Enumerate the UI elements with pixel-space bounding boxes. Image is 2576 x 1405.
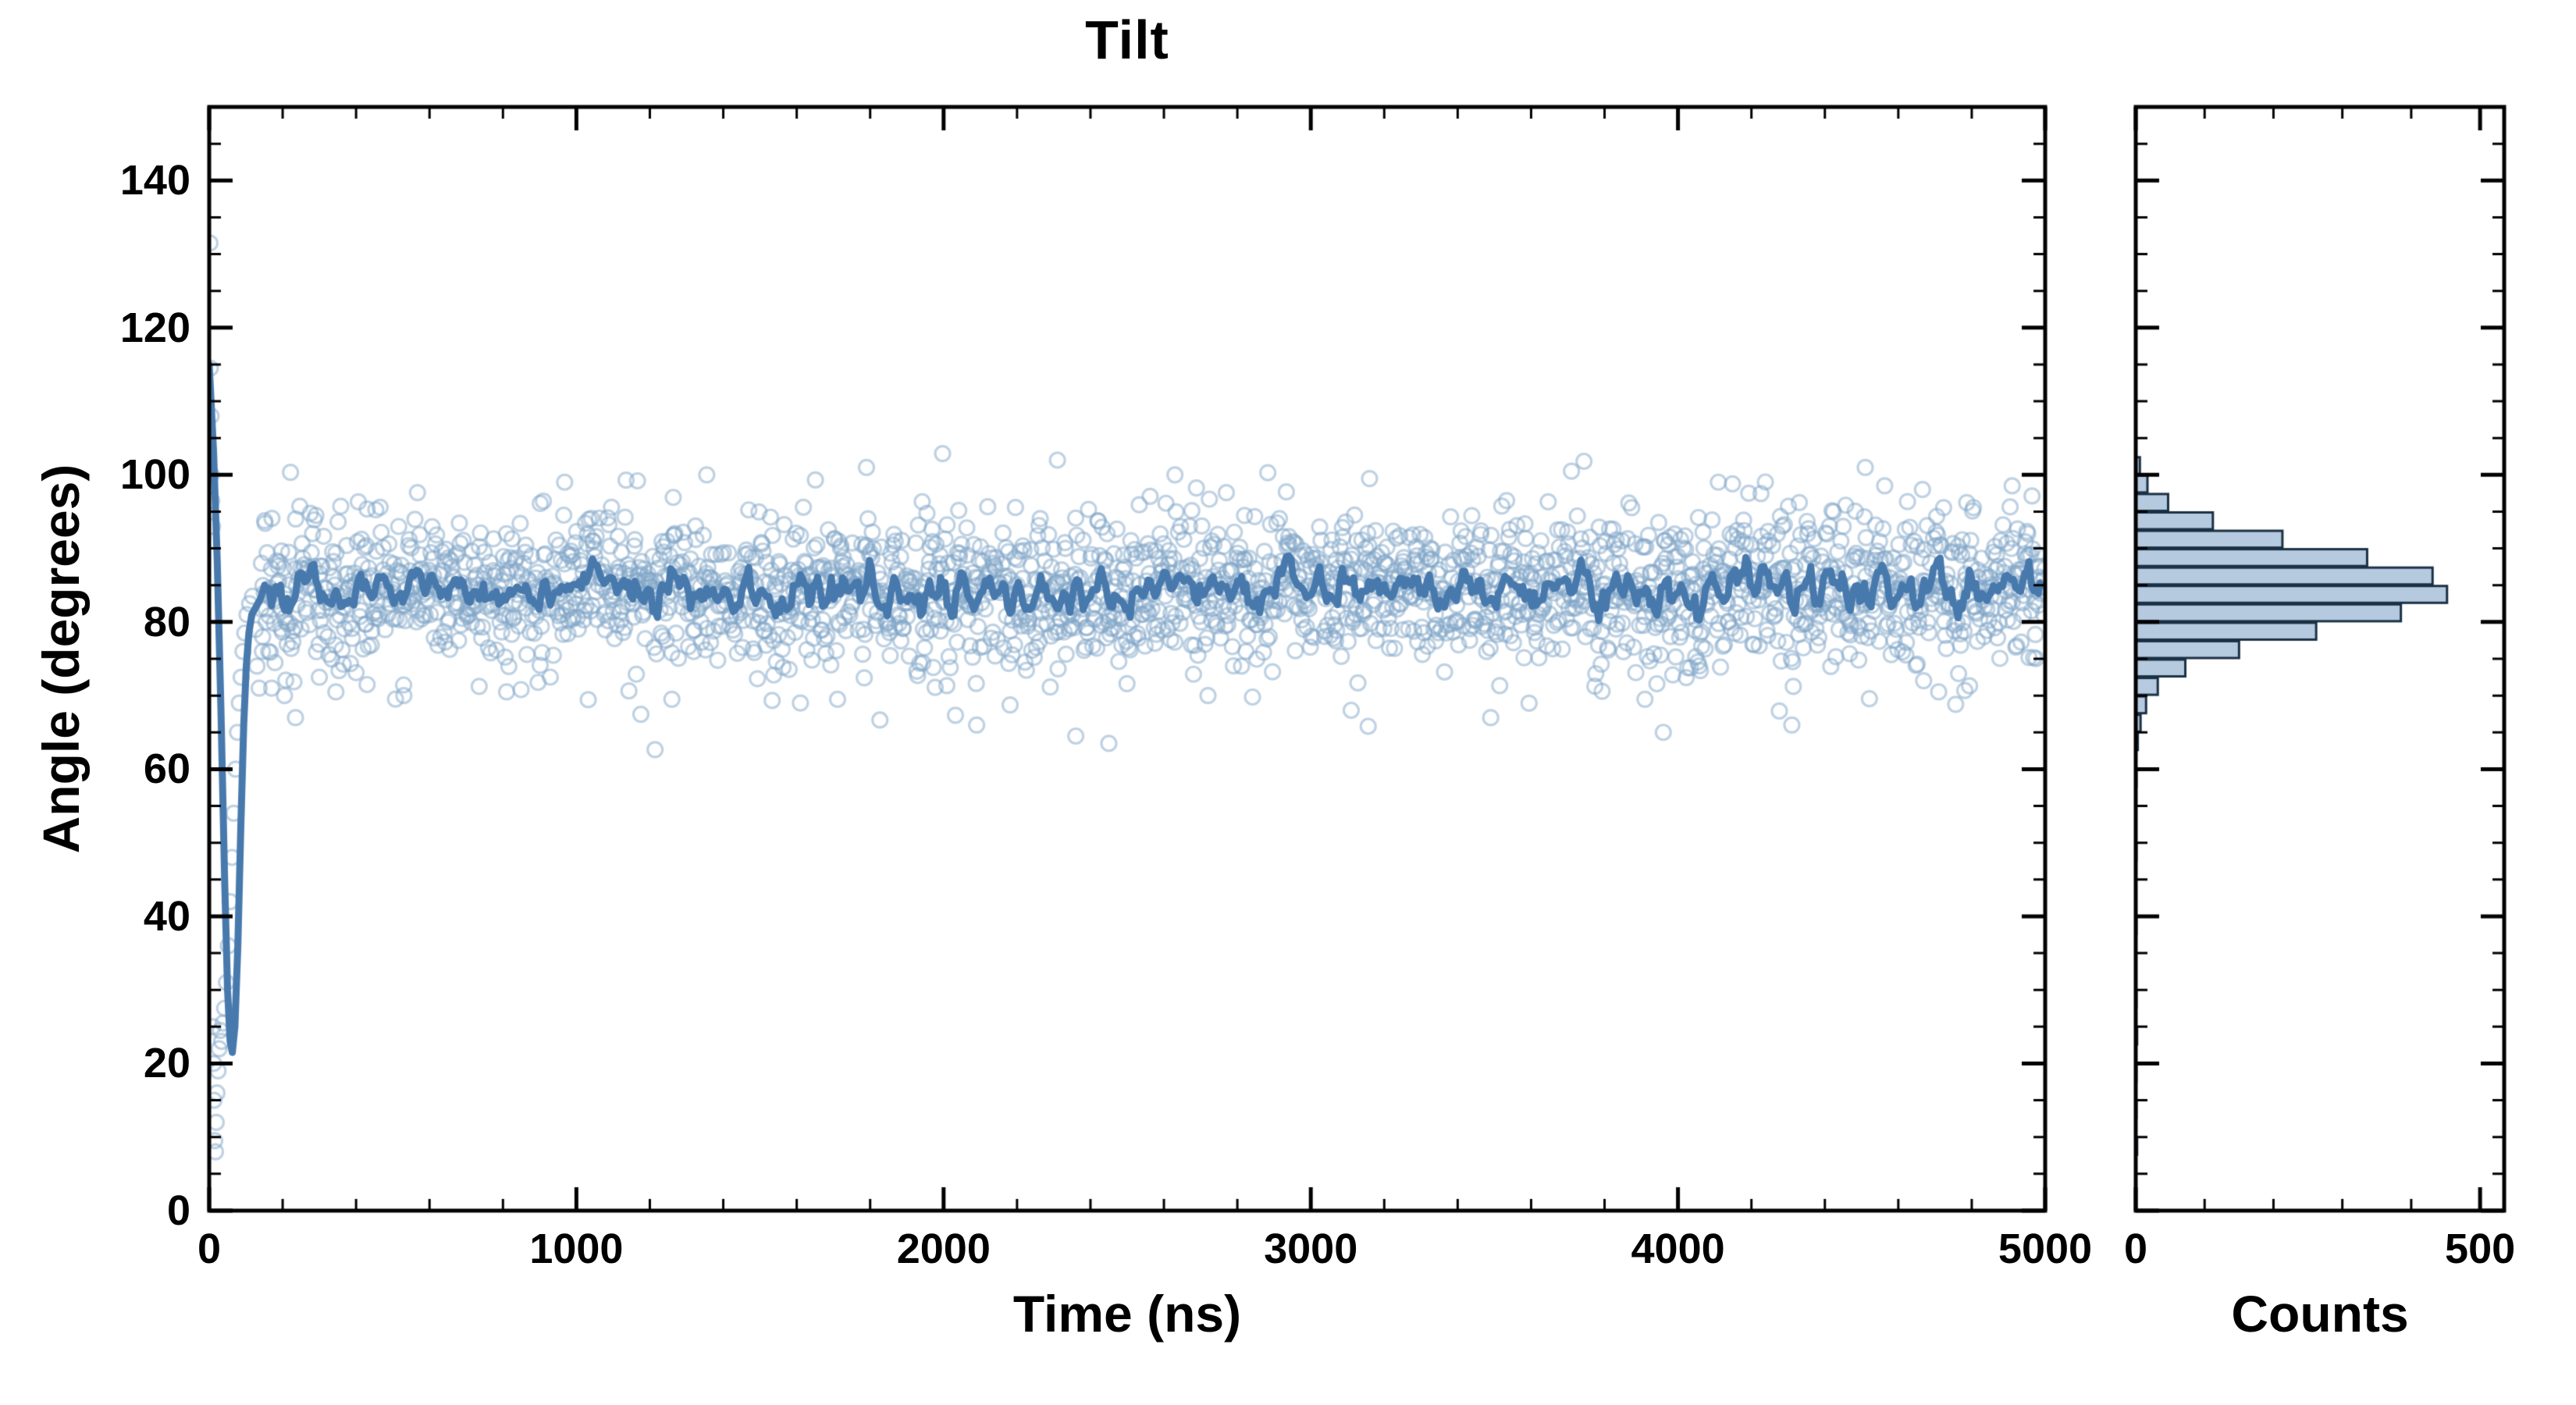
x-tick-label: 5000 xyxy=(1998,1225,2093,1272)
y-tick-label: 120 xyxy=(119,304,190,351)
y-tick-label: 80 xyxy=(143,598,190,646)
x-tick-label: 1000 xyxy=(529,1225,624,1272)
hist-x-tick-label: 0 xyxy=(2123,1225,2148,1272)
chart-title: Tilt xyxy=(1085,9,1169,70)
x-tick-label: 0 xyxy=(197,1225,222,1272)
x-tick-label: 2000 xyxy=(896,1225,991,1272)
hist-x-axis-label: Counts xyxy=(2231,1285,2409,1343)
x-tick-label: 4000 xyxy=(1631,1225,1725,1272)
y-tick-label: 20 xyxy=(143,1040,190,1087)
y-axis-label: Angle (degrees) xyxy=(32,464,90,854)
x-axis-label: Time (ns) xyxy=(1012,1285,1242,1343)
y-tick-label: 100 xyxy=(119,451,190,499)
y-tick-label: 140 xyxy=(119,157,190,205)
hist-x-tick-label: 500 xyxy=(2445,1225,2516,1272)
y-tick-label: 40 xyxy=(143,892,190,940)
y-tick-label: 0 xyxy=(166,1187,190,1234)
y-tick-label: 60 xyxy=(143,745,190,793)
x-tick-label: 3000 xyxy=(1264,1225,1358,1272)
